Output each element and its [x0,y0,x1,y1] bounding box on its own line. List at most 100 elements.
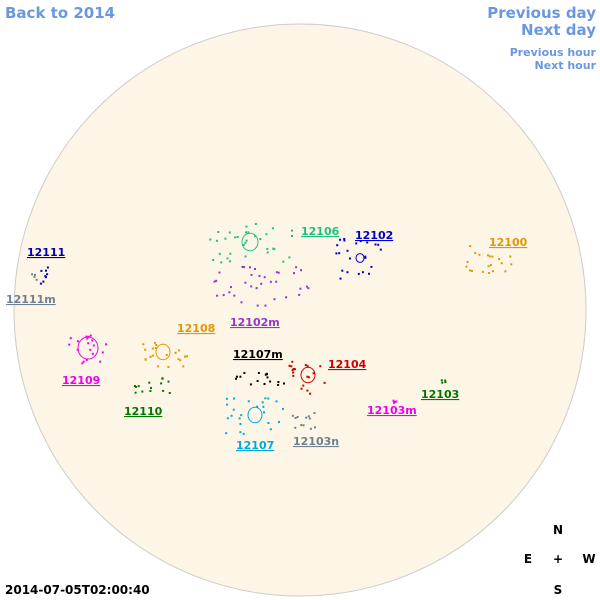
sunspot-dot [478,253,481,256]
sunspot-dot [488,255,491,258]
sunspot-dot [338,252,341,255]
sunspot-dot [343,238,346,240]
sunspot-dot [487,254,489,257]
previous-day-link[interactable]: Previous day [487,4,596,22]
sunspot-dot [151,347,154,350]
sunspot-dot [225,432,228,435]
sunspot-dot [314,426,316,429]
sunspot-dot [298,293,301,296]
sunspot-dot [87,342,90,345]
compass-west: W [582,552,595,566]
region-label[interactable]: 12103n [293,435,339,448]
sunspot-dot [89,348,92,351]
sunspot-dot [236,375,238,378]
sunspot-dot [250,285,253,288]
sunspot-dot [336,244,339,247]
sunspot-dot [213,280,216,283]
sunspot-dot [161,377,164,380]
region-label[interactable]: 12108 [177,322,215,335]
sunspot-dot [489,264,492,267]
sunspot-dot [92,344,95,347]
sunspot-dot [292,368,295,371]
sunspot-dot [148,381,151,384]
sunspot-dot [229,260,231,263]
sunspot-dot [306,389,309,392]
region-label[interactable]: 12100 [489,236,528,249]
region-label[interactable]: 12110 [124,405,163,418]
sunspot-dot [238,417,241,420]
region-label[interactable]: 12107m [233,348,283,361]
region-label[interactable]: 12107 [236,439,274,452]
sunspot-dot [91,339,94,342]
sunspot-dot [44,275,47,278]
sunspot-dot [154,341,156,344]
previous-hour-link[interactable]: Previous hour [510,46,597,59]
sunspot-dot [244,255,247,258]
region-label[interactable]: 12102m [230,316,280,329]
sunspot-dot [357,272,360,275]
sunspot-dot [69,337,72,340]
sunspot-dot [215,239,218,242]
region-label[interactable]: 12103m [367,404,417,417]
sunspot-dot [313,412,316,414]
sunspot-dot [242,432,245,435]
sunspot-dot [481,270,484,273]
sunspot-dot [254,223,257,225]
sunspot-dot [151,354,154,357]
sunspot-dot [256,405,259,408]
sunspot-dot [177,358,180,361]
sunspot-umbra [77,336,99,360]
sunspot-dot [150,387,152,389]
sunspot-dot [288,364,291,367]
sunspot-dot [247,400,250,403]
sunspot-dot [46,266,49,269]
sunspot-dot [243,372,246,374]
sunspot-dot [307,415,310,418]
back-link[interactable]: Back to 2014 [5,4,115,22]
sunspot-dot [68,343,71,346]
solar-disk [13,23,587,597]
sunspot-dot [256,380,259,382]
sunspot-dot [394,400,397,403]
sunspot-dot [295,266,298,269]
sunspot-dot [184,355,186,358]
sunspot-dot [141,390,144,393]
sunspot-dot [444,381,447,384]
region-label[interactable]: 12102 [355,229,393,242]
sunspot-dot [76,340,79,343]
sunspot-dot [259,238,262,241]
sunspot-dot [254,268,256,270]
sunspot-dot [291,360,294,363]
sunspot-dot [269,280,272,283]
sunspot-dot [81,362,84,365]
sunspot-dot [291,414,294,417]
sunspot-dot [487,265,490,268]
next-day-link[interactable]: Next day [521,21,596,39]
sunspot-dot [240,301,243,304]
sunspot-dot [267,397,270,400]
sunspot-dot [263,383,266,385]
sunspot-dot [275,271,278,274]
sunspot-dot [233,397,235,400]
sunspot-dot [349,257,351,260]
region-label[interactable]: 12104 [328,358,367,371]
sunspot-dot [216,294,219,297]
sunspot-dot [85,335,88,338]
sunspot-dot [40,269,43,272]
sunspot-dot [306,365,309,368]
next-hour-link[interactable]: Next hour [535,59,597,72]
sunspot-dot [498,258,501,260]
sunspot-dot [220,261,223,264]
sunspot-dot [323,381,326,384]
sunspot-dot [278,421,280,423]
sunspot-dot [500,262,503,265]
sunspot-dot [261,401,264,404]
sunspot-dot [245,239,248,242]
sunspot-dot [361,271,364,274]
region-label[interactable]: 12103 [421,388,459,401]
region-label[interactable]: 12106 [301,225,340,238]
region-label[interactable]: 12109 [62,374,100,387]
region-label[interactable]: 12111 [27,246,65,259]
sunspot-dot [247,231,250,234]
region-label[interactable]: 12111m [6,293,56,306]
